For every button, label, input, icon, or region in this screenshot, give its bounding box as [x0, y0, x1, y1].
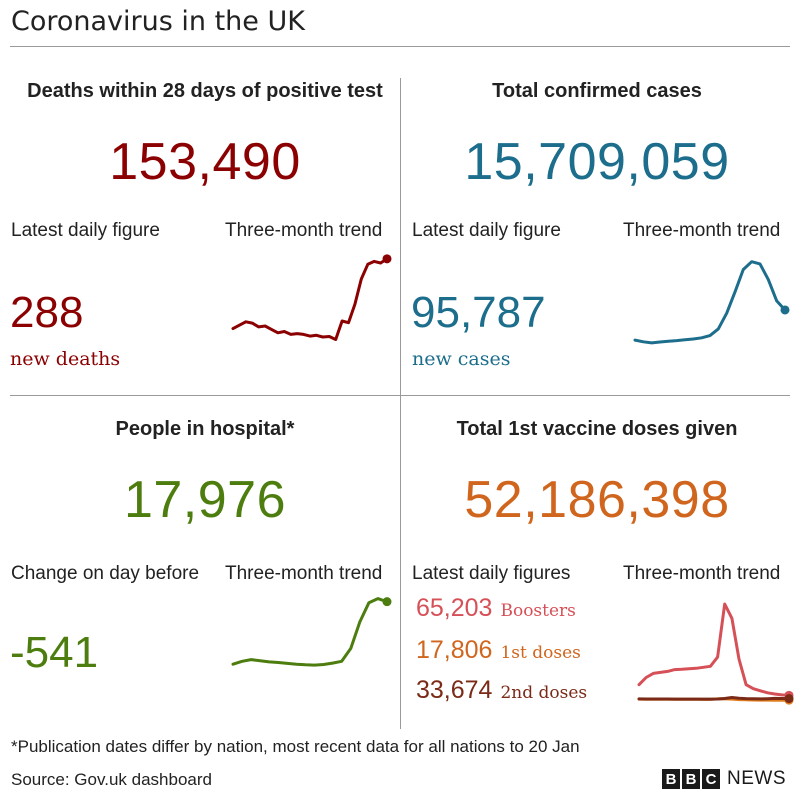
deaths-title: Deaths within 28 days of positive test	[27, 80, 383, 102]
bbc-news-logo: B B C NEWS	[662, 768, 786, 790]
hospital-trend-label: Three-month trend	[225, 563, 383, 584]
hospital-total: 17,976	[123, 471, 287, 529]
cases-title: Total confirmed cases	[492, 80, 702, 102]
hospital-trend-line	[231, 597, 389, 667]
header-divider	[10, 46, 790, 47]
vaccine-daily-label: Latest daily figures	[412, 563, 571, 584]
second-doses-value: 33,674	[416, 676, 493, 704]
cases-trend-chart	[633, 260, 790, 345]
vaccine-trend-2nd-doses-line	[637, 696, 791, 701]
vaccine-title: Total 1st vaccine doses given	[456, 418, 738, 440]
vaccine-trend-latest-point	[784, 694, 794, 704]
hospital-title: People in hospital*	[115, 418, 295, 440]
bbc-logo-letter: B	[662, 769, 680, 789]
deaths-trend-latest-point	[382, 254, 392, 264]
deaths-daily-value: 288	[10, 288, 84, 337]
hospital-panel: People in hospital* 17,976 Change on day…	[10, 418, 400, 734]
vaccine-trend-label: Three-month trend	[623, 563, 781, 584]
hospital-daily-value: -541	[10, 628, 99, 677]
bbc-logo-letter: B	[682, 769, 700, 789]
vaccine-panel: Total 1st vaccine doses given 52,186,398…	[402, 418, 794, 734]
deaths-trend-line	[231, 257, 389, 341]
deaths-daily-label: Latest daily figure	[11, 220, 160, 241]
cases-total: 15,709,059	[464, 133, 730, 191]
cases-trend-latest-point	[780, 305, 790, 315]
deaths-trend-label: Three-month trend	[225, 220, 383, 241]
boosters-label: Boosters	[500, 601, 576, 621]
bbc-logo-letter: C	[702, 769, 720, 789]
hospital-trend-latest-point	[382, 597, 392, 607]
vaccine-row-first-doses: 17,806 1st doses	[416, 636, 581, 665]
cases-daily-value: 95,787	[411, 288, 546, 337]
source-note: Source: Gov.uk dashboard	[11, 770, 212, 789]
cases-panel: Total confirmed cases 15,709,059 Latest …	[402, 80, 792, 396]
bbc-news-wordmark: NEWS	[727, 768, 786, 789]
vaccine-trend-chart	[637, 602, 794, 705]
hospital-trend-chart	[231, 597, 392, 667]
vaccine-row-second-doses: 33,674 2nd doses	[416, 676, 587, 705]
vaccine-total: 52,186,398	[464, 471, 730, 529]
deaths-total: 153,490	[109, 133, 301, 191]
footnote: *Publication dates differ by nation, mos…	[11, 737, 580, 756]
horizontal-divider	[10, 395, 790, 396]
page-title: Coronavirus in the UK	[11, 6, 305, 37]
vertical-divider	[400, 78, 401, 729]
deaths-trend-chart	[231, 254, 392, 341]
vaccine-trend-boosters-line	[637, 602, 791, 697]
deaths-panel: Deaths within 28 days of positive test 1…	[10, 80, 400, 396]
deaths-daily-unit: new deaths	[10, 348, 121, 370]
cases-trend-label: Three-month trend	[623, 220, 781, 241]
cases-daily-label: Latest daily figure	[412, 220, 561, 241]
vaccine-row-boosters: 65,203 Boosters	[416, 594, 576, 623]
hospital-daily-label: Change on day before	[11, 563, 200, 584]
first-doses-value: 17,806	[416, 636, 493, 664]
cases-trend-line	[633, 260, 787, 345]
first-doses-label: 1st doses	[500, 643, 581, 663]
second-doses-label: 2nd doses	[500, 683, 588, 703]
cases-daily-unit: new cases	[412, 348, 511, 370]
boosters-value: 65,203	[416, 594, 493, 622]
